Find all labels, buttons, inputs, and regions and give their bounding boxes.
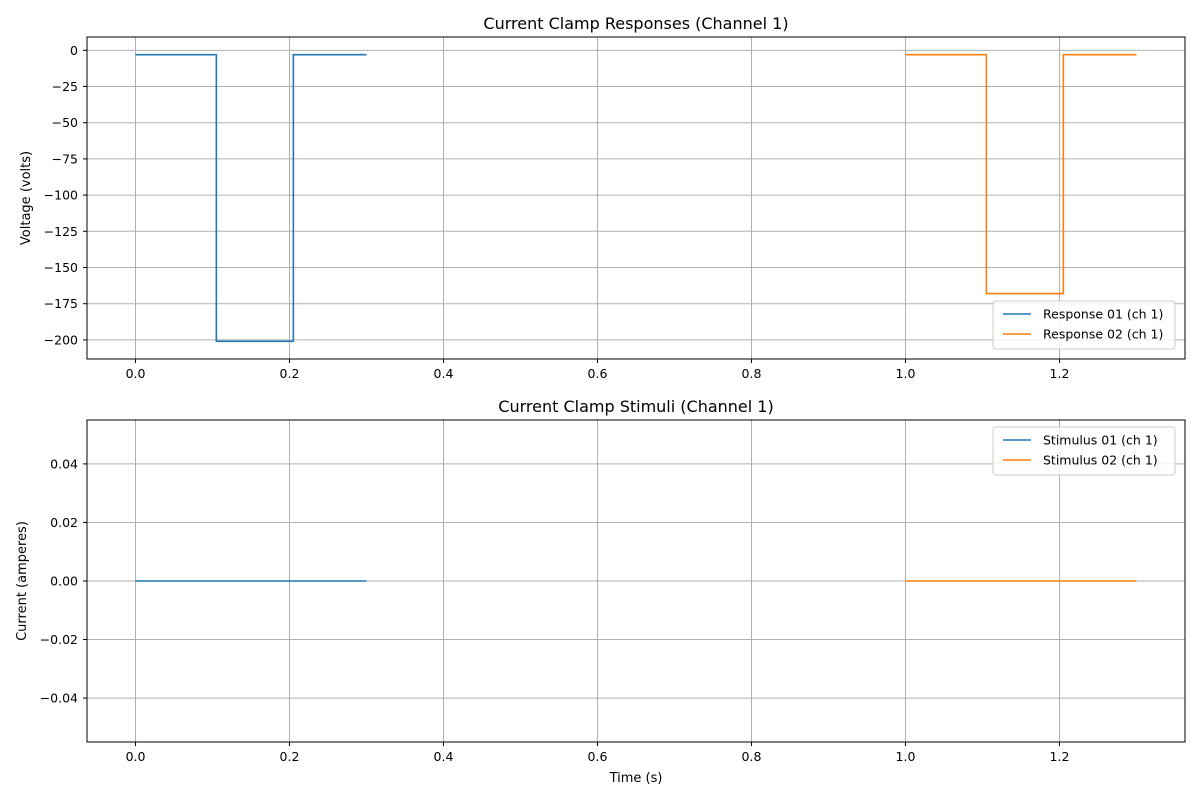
- stimuli-panel: Current Clamp Stimuli (Channel 1) Curren…: [15, 397, 1186, 786]
- stimuli-ytick-label-0: 0.04: [50, 456, 78, 471]
- stimuli-xtick-label-5: 1.0: [896, 749, 916, 764]
- responses-series: [135, 53, 1137, 343]
- stimuli-ytick-label-3: −0.02: [40, 632, 78, 647]
- responses-xtick-label-4: 0.8: [742, 366, 762, 381]
- responses-ytick-label-6: −150: [44, 260, 78, 275]
- stimuli-xtick-label-0: 0.0: [126, 749, 146, 764]
- stimuli-xtick-label-4: 0.8: [742, 749, 762, 764]
- responses-xticks: 0.0 0.2 0.4 0.6 0.8 1.0 1.2: [126, 359, 1070, 381]
- stimuli-xtick-label-3: 0.6: [588, 749, 608, 764]
- stimuli-ytick-label-1: 0.02: [50, 515, 78, 530]
- responses-grid: [87, 37, 1185, 359]
- stimuli-legend: Stimulus 01 (ch 1) Stimulus 02 (ch 1): [992, 426, 1176, 476]
- responses-ytick-label-0: 0: [70, 43, 78, 58]
- responses-ytick-label-1: −25: [52, 79, 78, 94]
- stimuli-xtick-label-6: 1.2: [1050, 749, 1070, 764]
- responses-ytick-label-4: −100: [44, 188, 78, 203]
- responses-xtick-label-0: 0.0: [126, 366, 146, 381]
- responses-series-line-2: [905, 53, 1137, 295]
- stimuli-yticks: 0.04 0.02 0.00 −0.02 −0.04: [40, 456, 87, 706]
- stimuli-xtick-label-2: 0.4: [434, 749, 454, 764]
- stimuli-ytick-label-4: −0.04: [40, 691, 78, 706]
- stimuli-legend-label-2: Stimulus 02 (ch 1): [1043, 453, 1158, 468]
- responses-xtick-label-2: 0.4: [434, 366, 454, 381]
- responses-ytick-label-3: −75: [52, 151, 78, 166]
- responses-ytick-label-2: −50: [52, 115, 78, 130]
- responses-panel: Current Clamp Responses (Channel 1) Volt…: [19, 14, 1186, 381]
- responses-xtick-label-3: 0.6: [588, 366, 608, 381]
- stimuli-legend-label-1: Stimulus 01 (ch 1): [1043, 433, 1158, 448]
- stimuli-title: Current Clamp Stimuli (Channel 1): [498, 397, 773, 416]
- responses-ytick-label-7: −175: [44, 296, 78, 311]
- responses-legend: Response 01 (ch 1) Response 02 (ch 1): [992, 300, 1176, 350]
- responses-series-line-1: [135, 53, 367, 343]
- responses-title: Current Clamp Responses (Channel 1): [483, 14, 788, 33]
- responses-legend-frame: [992, 300, 1176, 350]
- responses-ytick-label-5: −125: [44, 224, 78, 239]
- responses-ytick-label-8: −200: [44, 332, 78, 347]
- stimuli-xlabel: Time (s): [609, 771, 663, 786]
- stimuli-ytick-label-2: 0.00: [50, 574, 78, 589]
- responses-legend-label-2: Response 02 (ch 1): [1043, 327, 1163, 342]
- responses-legend-label-1: Response 01 (ch 1): [1043, 307, 1163, 322]
- stimuli-xtick-label-1: 0.2: [280, 749, 300, 764]
- responses-axes-frame: [86, 36, 1186, 360]
- responses-yticks: 0 −25 −50 −75 −100 −125 −150 −175 −200: [44, 43, 87, 347]
- responses-xtick-label-5: 1.0: [896, 366, 916, 381]
- responses-xtick-label-6: 1.2: [1050, 366, 1070, 381]
- stimuli-ylabel: Current (amperes): [15, 521, 30, 641]
- responses-xtick-label-1: 0.2: [280, 366, 300, 381]
- stimuli-legend-frame: [992, 426, 1176, 476]
- stimuli-xticks: 0.0 0.2 0.4 0.6 0.8 1.0 1.2: [126, 742, 1070, 764]
- responses-ylabel: Voltage (volts): [19, 151, 34, 245]
